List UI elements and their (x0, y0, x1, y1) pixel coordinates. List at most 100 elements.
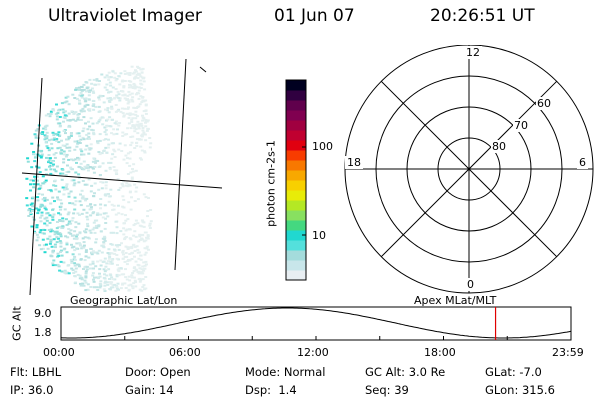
emission-pixel (88, 108, 92, 110)
emission-pixel (40, 214, 44, 217)
emission-pixel (54, 132, 58, 135)
emission-pixel (92, 108, 96, 111)
emission-pixel (33, 133, 37, 136)
emission-pixel (55, 115, 59, 118)
emission-pixel (123, 236, 127, 239)
emission-pixel (86, 283, 90, 286)
emission-pixel (69, 135, 73, 137)
emission-pixel (127, 275, 131, 278)
altitude-curve (60, 307, 572, 339)
status-glat: GLat: -7.0 (485, 365, 542, 379)
emission-pixel (62, 150, 66, 153)
emission-pixel (80, 276, 84, 279)
emission-pixel (120, 273, 124, 276)
emission-pixel (67, 272, 71, 275)
emission-pixel (45, 131, 49, 134)
emission-pixel (93, 276, 96, 279)
emission-pixel (64, 155, 68, 158)
emission-pixel (143, 253, 147, 256)
status-filter: Flt: LBHL (10, 365, 62, 379)
emission-pixel (128, 228, 131, 231)
emission-pixel (62, 158, 66, 161)
emission-pixel (147, 197, 150, 199)
emission-pixel (134, 285, 138, 288)
emission-pixel (133, 71, 136, 74)
emission-pixel (105, 151, 109, 154)
emission-pixel (71, 269, 75, 272)
emission-pixel (86, 169, 90, 172)
emission-pixel (91, 129, 95, 132)
colorbar (285, 79, 307, 281)
emission-pixel (133, 76, 137, 79)
emission-pixel (139, 138, 143, 141)
emission-pixel (135, 142, 138, 144)
emission-pixel (106, 107, 110, 110)
emission-pixel (90, 82, 94, 85)
emission-pixel (68, 119, 72, 121)
emission-pixel (76, 116, 80, 119)
emission-pixel (63, 208, 67, 211)
emission-pixel (103, 257, 107, 260)
emission-pixel (96, 260, 100, 263)
emission-pixel (84, 275, 88, 278)
emission-pixel (62, 193, 66, 196)
emission-pixel (67, 170, 71, 173)
emission-pixel (106, 252, 110, 254)
emission-pixel (122, 233, 126, 236)
emission-pixel (133, 222, 137, 225)
emission-pixel (95, 286, 99, 289)
emission-pixel (121, 205, 125, 208)
emission-pixel (78, 243, 82, 246)
emission-pixel (114, 244, 118, 247)
emission-pixel (65, 188, 69, 191)
emission-pixel (133, 84, 137, 87)
emission-pixel (113, 278, 117, 281)
emission-pixel (29, 183, 32, 186)
emission-pixel (134, 260, 138, 263)
emission-pixel (142, 193, 146, 196)
emission-pixel (106, 97, 110, 100)
emission-pixel (124, 276, 128, 279)
emission-pixel (116, 245, 120, 248)
emission-pixel (146, 237, 150, 240)
emission-pixel (138, 138, 141, 141)
emission-pixel (58, 134, 62, 137)
emission-pixel (134, 93, 138, 96)
emission-pixel (47, 139, 51, 142)
emission-pixel (73, 148, 77, 151)
emission-pixel (122, 114, 126, 117)
emission-pixel (113, 76, 117, 79)
emission-pixel (92, 100, 96, 102)
date-label: 01 Jun 07 (274, 6, 355, 26)
emission-pixel (68, 202, 72, 205)
emission-pixel (91, 122, 95, 125)
emission-pixel (84, 100, 88, 103)
emission-pixel (70, 261, 74, 264)
emission-pixel (88, 208, 92, 211)
emission-pixel (127, 183, 131, 186)
emission-pixel (116, 128, 119, 131)
emission-pixel (78, 102, 82, 105)
emission-pixel (117, 269, 121, 272)
emission-pixel (39, 248, 43, 251)
emission-pixel (138, 277, 142, 280)
emission-pixel (99, 117, 103, 120)
emission-pixel (134, 75, 138, 78)
emission-pixel (123, 70, 127, 73)
emission-pixel (112, 166, 116, 168)
emission-pixel (132, 106, 136, 109)
emission-pixel (89, 214, 93, 217)
emission-pixel (29, 189, 32, 192)
emission-pixel (62, 261, 66, 264)
emission-pixel (138, 239, 142, 241)
emission-pixel (130, 196, 133, 199)
emission-pixel (99, 207, 102, 210)
emission-pixel (115, 257, 119, 260)
emission-pixel (110, 157, 114, 160)
emission-pixel (99, 203, 103, 206)
emission-pixel (84, 81, 88, 83)
emission-pixel (133, 230, 137, 233)
emission-pixel (84, 90, 88, 93)
emission-pixel (105, 83, 109, 86)
emission-pixel (142, 100, 146, 103)
